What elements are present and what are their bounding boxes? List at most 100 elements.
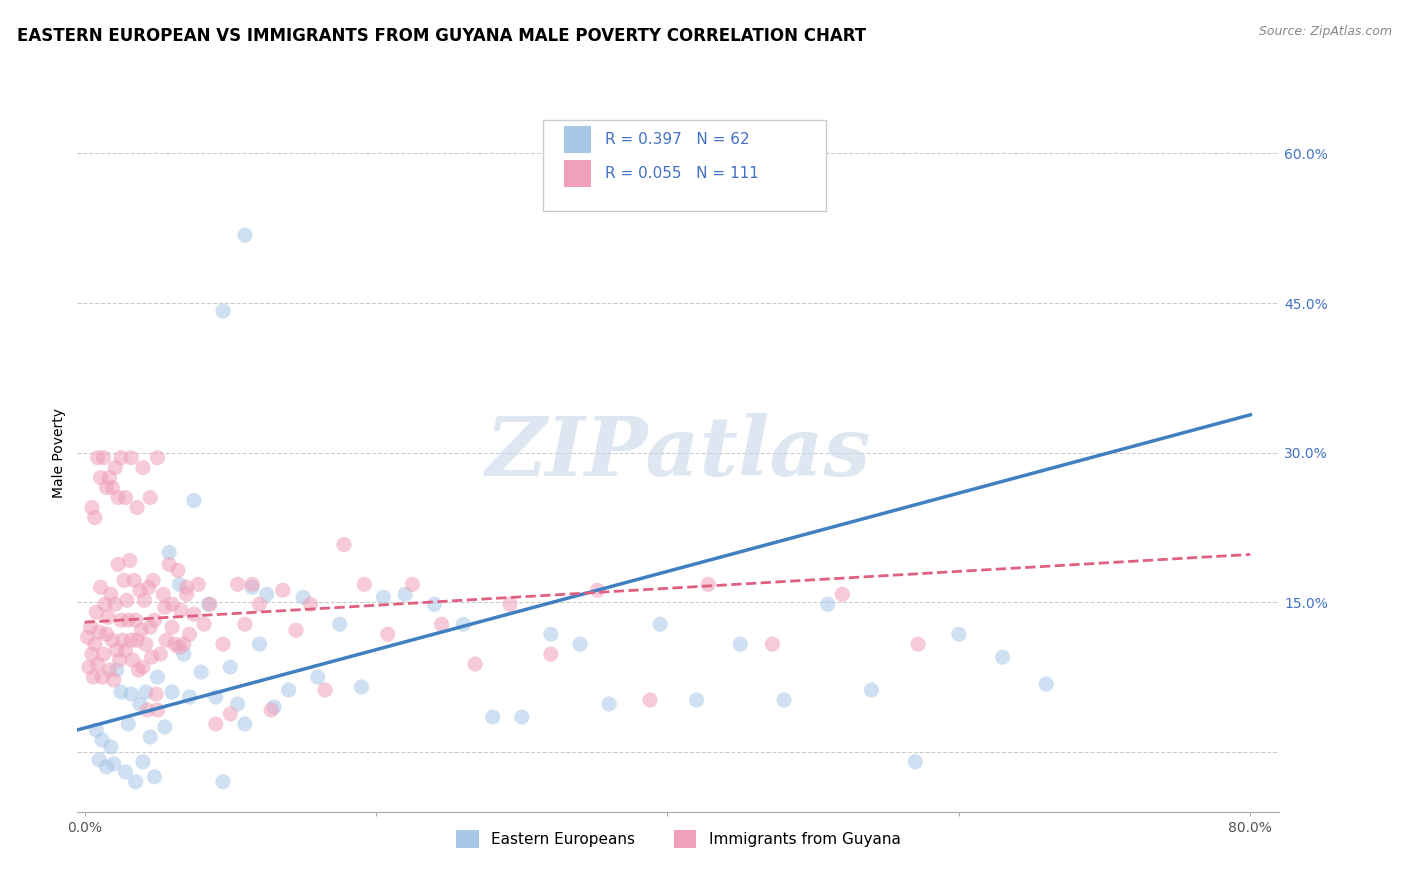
Point — [169, 640, 191, 655]
Point — [94, 597, 117, 611]
Legend: Eastern Europeans, Immigrants from Guyana: Eastern Europeans, Immigrants from Guyan… — [450, 823, 907, 855]
Point — [464, 657, 486, 672]
Point — [730, 637, 752, 651]
Point — [135, 685, 157, 699]
Point — [155, 633, 177, 648]
Point — [249, 637, 271, 651]
Point — [89, 753, 111, 767]
Point — [260, 703, 283, 717]
Point — [120, 687, 142, 701]
Point — [350, 680, 373, 694]
Point — [122, 574, 145, 588]
Point — [233, 717, 256, 731]
Point — [145, 687, 167, 701]
Point — [277, 683, 299, 698]
Point — [586, 583, 609, 598]
Point — [131, 624, 153, 638]
Point — [146, 670, 169, 684]
Point — [108, 653, 131, 667]
Point — [153, 600, 176, 615]
Point — [143, 770, 166, 784]
Point — [219, 660, 242, 674]
Point — [79, 620, 101, 634]
Point — [134, 593, 156, 607]
Point — [157, 545, 180, 559]
Point — [142, 574, 165, 588]
Point — [139, 730, 162, 744]
Point — [173, 647, 195, 661]
Point — [157, 558, 180, 572]
Point — [353, 577, 375, 591]
Point — [101, 481, 124, 495]
Point — [115, 593, 138, 607]
Point — [138, 580, 160, 594]
Point — [89, 625, 111, 640]
Point — [129, 697, 152, 711]
Point — [104, 460, 127, 475]
Point — [907, 637, 929, 651]
Point — [167, 563, 190, 577]
Point — [226, 697, 249, 711]
Point — [77, 660, 100, 674]
Point — [314, 683, 336, 698]
Text: R = 0.397   N = 62: R = 0.397 N = 62 — [605, 132, 749, 147]
Point — [136, 703, 159, 717]
Point — [430, 617, 453, 632]
Point — [107, 558, 129, 572]
Point — [569, 637, 592, 651]
Point — [132, 660, 155, 674]
Point — [284, 624, 307, 638]
Point — [263, 700, 285, 714]
Point — [90, 580, 112, 594]
Point — [146, 703, 169, 717]
Point — [110, 450, 132, 465]
Point — [423, 597, 446, 611]
Point — [129, 583, 152, 598]
Point — [111, 633, 134, 648]
Point — [160, 620, 183, 634]
Point — [110, 685, 132, 699]
Point — [160, 685, 183, 699]
Point — [190, 665, 212, 679]
Point — [697, 577, 720, 591]
Point — [204, 690, 226, 704]
Point — [121, 653, 143, 667]
Point — [193, 617, 215, 632]
Point — [685, 693, 707, 707]
Point — [152, 587, 174, 601]
Point — [204, 717, 226, 731]
Point — [125, 500, 148, 515]
Point — [103, 756, 125, 771]
Point — [124, 613, 146, 627]
Point — [598, 697, 620, 711]
Point — [948, 627, 970, 641]
Point — [91, 733, 114, 747]
Y-axis label: Male Poverty: Male Poverty — [52, 408, 66, 498]
Point — [139, 620, 162, 634]
Text: Source: ZipAtlas.com: Source: ZipAtlas.com — [1258, 25, 1392, 38]
Point — [226, 577, 249, 591]
Point — [233, 228, 256, 243]
Point — [212, 304, 235, 318]
Point — [143, 613, 166, 627]
Point — [638, 693, 661, 707]
Point — [176, 580, 198, 594]
Point — [817, 597, 839, 611]
Point — [991, 650, 1014, 665]
Point — [96, 481, 118, 495]
Point — [84, 605, 107, 619]
Point — [1035, 677, 1057, 691]
Point — [82, 670, 104, 684]
Point — [96, 760, 118, 774]
Point — [499, 597, 522, 611]
Point — [176, 587, 198, 601]
Point — [271, 583, 294, 598]
Point — [249, 597, 271, 611]
Point — [170, 603, 193, 617]
Point — [103, 673, 125, 687]
Point — [153, 720, 176, 734]
Point — [373, 591, 395, 605]
Point — [97, 610, 120, 624]
Point — [179, 690, 201, 704]
Point — [183, 607, 205, 622]
